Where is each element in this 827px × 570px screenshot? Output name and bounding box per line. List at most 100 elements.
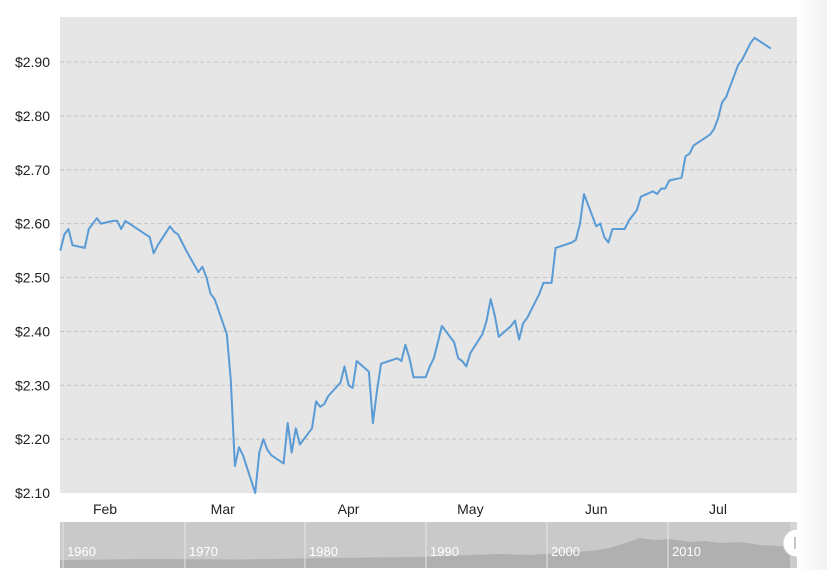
data-point[interactable] [573, 237, 579, 243]
data-point[interactable] [350, 385, 356, 391]
data-point[interactable] [366, 369, 372, 375]
data-point[interactable] [463, 363, 469, 369]
data-point[interactable] [313, 398, 319, 404]
data-point[interactable] [70, 242, 76, 248]
data-point[interactable] [735, 62, 741, 68]
data-point[interactable] [147, 234, 153, 240]
data-point[interactable] [264, 447, 270, 453]
data-point[interactable] [638, 194, 644, 200]
data-point[interactable] [610, 226, 616, 232]
data-point[interactable] [516, 337, 522, 343]
price-series-line[interactable] [59, 36, 772, 494]
data-point[interactable] [204, 275, 210, 281]
data-point[interactable] [90, 221, 96, 227]
data-point[interactable] [321, 401, 327, 407]
data-point[interactable] [94, 215, 100, 221]
data-point[interactable] [228, 377, 234, 383]
data-point[interactable] [155, 242, 161, 248]
data-point[interactable] [293, 425, 299, 431]
data-point[interactable] [439, 323, 445, 329]
data-point[interactable] [338, 380, 344, 386]
data-point[interactable] [285, 420, 291, 426]
data-point[interactable] [232, 463, 238, 469]
data-point[interactable] [179, 240, 185, 246]
data-point[interactable] [325, 393, 331, 399]
data-point[interactable] [167, 223, 173, 229]
data-point[interactable] [212, 296, 218, 302]
data-point[interactable] [240, 452, 246, 458]
data-point[interactable] [622, 226, 628, 232]
data-point[interactable] [126, 221, 132, 227]
data-point[interactable] [252, 490, 258, 496]
data-point[interactable] [695, 140, 701, 146]
data-point[interactable] [605, 240, 611, 246]
data-point[interactable] [86, 226, 92, 232]
data-point[interactable] [224, 331, 230, 337]
data-point[interactable] [715, 116, 721, 122]
data-point[interactable] [260, 436, 266, 442]
data-point[interactable] [66, 226, 72, 232]
data-point[interactable] [98, 221, 104, 227]
data-point[interactable] [151, 250, 157, 256]
data-point[interactable] [208, 291, 214, 297]
data-point[interactable] [402, 342, 408, 348]
data-point[interactable] [488, 296, 494, 302]
data-point[interactable] [508, 323, 514, 329]
data-point[interactable] [597, 221, 603, 227]
data-point[interactable] [512, 318, 518, 324]
data-point[interactable] [268, 452, 274, 458]
data-point[interactable] [370, 420, 376, 426]
data-point[interactable] [743, 48, 749, 54]
data-point[interactable] [577, 221, 583, 227]
navigator[interactable]: 1960 1970 1980 1990 2000 2010 [60, 522, 812, 568]
data-point[interactable] [748, 40, 754, 46]
data-point[interactable] [427, 363, 433, 369]
data-point[interactable] [520, 320, 526, 326]
data-point[interactable] [524, 315, 530, 321]
data-point[interactable] [309, 425, 315, 431]
data-point[interactable] [467, 350, 473, 356]
data-point[interactable] [342, 363, 348, 369]
data-point[interactable] [630, 213, 636, 219]
data-point[interactable] [423, 374, 429, 380]
data-point[interactable] [719, 99, 725, 105]
data-point[interactable] [480, 331, 486, 337]
data-point[interactable] [626, 218, 632, 224]
data-point[interactable] [666, 178, 672, 184]
data-point[interactable] [354, 358, 360, 364]
data-point[interactable] [195, 269, 201, 275]
data-point[interactable] [118, 226, 124, 232]
data-point[interactable] [679, 175, 685, 181]
data-point[interactable] [411, 374, 417, 380]
data-point[interactable] [435, 339, 441, 345]
data-point[interactable] [374, 388, 380, 394]
data-point[interactable] [61, 231, 67, 237]
data-point[interactable] [183, 248, 189, 254]
data-point[interactable] [378, 361, 384, 367]
data-point[interactable] [707, 132, 713, 138]
data-point[interactable] [662, 186, 668, 192]
data-point[interactable] [496, 334, 502, 340]
data-point[interactable] [398, 358, 404, 364]
data-point[interactable] [256, 450, 262, 456]
data-point[interactable] [114, 218, 120, 224]
data-point[interactable] [281, 460, 287, 466]
data-point[interactable] [739, 56, 745, 62]
data-point[interactable] [768, 46, 774, 52]
data-point[interactable] [407, 355, 413, 361]
data-point[interactable] [289, 450, 295, 456]
data-point[interactable] [634, 207, 640, 213]
data-point[interactable] [752, 35, 758, 41]
data-point[interactable] [492, 312, 498, 318]
data-point[interactable] [549, 280, 555, 286]
data-point[interactable] [297, 442, 303, 448]
data-point[interactable] [57, 248, 63, 254]
data-point[interactable] [484, 318, 490, 324]
data-point[interactable] [581, 191, 587, 197]
data-point[interactable] [687, 151, 693, 157]
data-point[interactable] [431, 355, 437, 361]
data-point[interactable] [459, 358, 465, 364]
data-point[interactable] [82, 245, 88, 251]
data-point[interactable] [654, 191, 660, 197]
data-point[interactable] [601, 234, 607, 240]
